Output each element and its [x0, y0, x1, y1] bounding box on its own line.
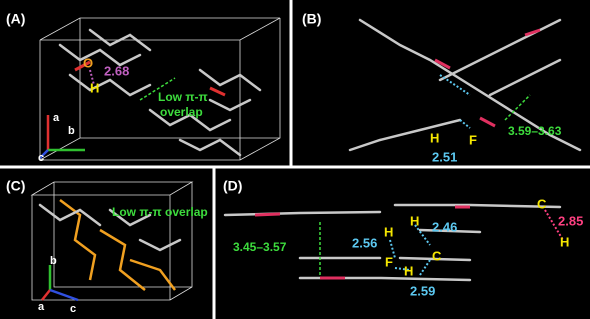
panel-label: (B)	[302, 11, 321, 27]
atom-label: F	[469, 132, 477, 147]
panel-label: (D)	[223, 178, 242, 194]
atom-label: H	[90, 80, 99, 95]
atom-label: H	[560, 234, 569, 249]
panel-label: (A)	[6, 11, 25, 27]
distance: 2.59	[410, 283, 435, 298]
atom-label: O	[83, 55, 93, 70]
axis-label: a	[38, 301, 45, 313]
atom-label: H	[410, 213, 419, 228]
distance: 3.59–3.63	[508, 124, 562, 138]
distance: 3.45–3.57	[233, 240, 287, 254]
atom-label: C	[432, 248, 442, 263]
annotation: Low π-π overlap	[112, 205, 208, 219]
atom-label: F	[385, 254, 393, 269]
panel-label: (C)	[6, 178, 25, 194]
axis-label: a	[53, 112, 60, 124]
distance: 2.51	[432, 149, 457, 164]
distance: 2.46	[432, 219, 457, 234]
distance: 2.56	[352, 235, 377, 250]
axis-label: c	[38, 152, 44, 164]
distance: 2.85	[558, 213, 583, 228]
atom-label: H	[384, 224, 393, 239]
axis-label: b	[50, 255, 57, 267]
axis-label: b	[68, 125, 75, 137]
annotation: overlap	[160, 105, 203, 119]
axis-label: c	[70, 303, 76, 315]
annotation: Low π-π	[158, 90, 208, 104]
figure: (A) O 2.68 H Low π-π overlap a b c (B) H…	[0, 0, 590, 319]
background	[0, 0, 590, 319]
distance: 2.68	[104, 63, 129, 78]
atom-label: H	[404, 263, 413, 278]
atom-label: H	[430, 130, 439, 145]
atom-label: C	[537, 196, 547, 211]
